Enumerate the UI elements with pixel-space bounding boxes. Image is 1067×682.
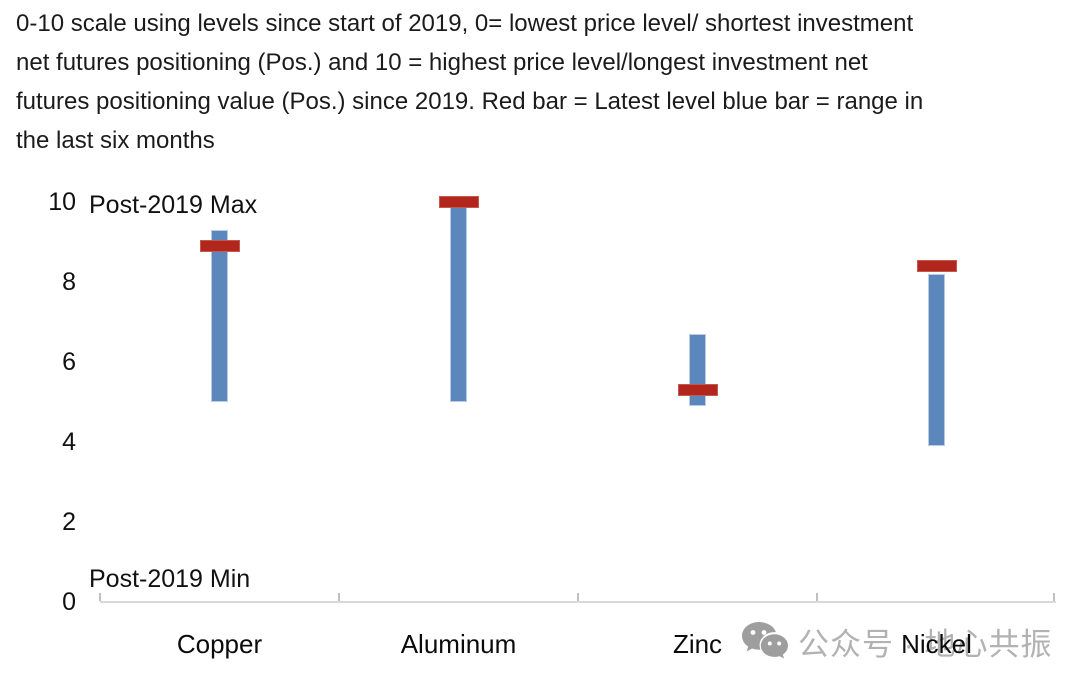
range-bar-aluminum	[450, 206, 467, 402]
x-axis-boundary-tick	[99, 593, 101, 601]
y-axis-tick-label: 8	[62, 268, 76, 296]
chart-title-line-1: 0-10 scale using levels since start of 2…	[16, 10, 914, 37]
x-axis-label-nickel: Nickel	[901, 629, 972, 659]
chart-title: 0-10 scale using levels since start of 2…	[16, 4, 1060, 160]
x-axis-label-aluminum: Aluminum	[400, 629, 517, 659]
y-axis-tick-label: 0	[62, 588, 76, 616]
x-axis-boundary-tick	[338, 593, 340, 601]
annotation-post-2019-max: Post-2019 Max	[89, 191, 258, 219]
chart-title-line-2: net futures positioning (Pos.) and 10 = …	[16, 49, 868, 76]
y-axis-tick-label: 2	[62, 508, 76, 536]
y-axis-tick-label: 6	[62, 348, 76, 376]
x-axis-boundary-tick	[577, 593, 579, 601]
x-axis-label-zinc: Zinc	[672, 629, 723, 659]
latest-marker-copper	[199, 240, 240, 252]
range-bar-copper	[211, 230, 228, 402]
latest-marker-aluminum	[438, 196, 479, 208]
wechat-icon	[742, 622, 788, 659]
annotation-post-2019-min: Post-2019 Min	[89, 565, 251, 593]
x-axis-line	[100, 601, 1056, 603]
latest-marker-nickel	[916, 260, 957, 272]
x-axis-label-copper: Copper	[176, 629, 263, 659]
y-axis-tick-label: 10	[48, 188, 76, 216]
x-axis-boundary-tick	[1053, 593, 1055, 601]
latest-marker-zinc	[677, 384, 718, 396]
x-axis-boundary-tick	[816, 593, 818, 601]
watermark: 公众号 · 地心共振	[740, 616, 1053, 666]
chart-title-line-4: the last six months	[16, 127, 215, 154]
y-axis-tick-label: 4	[62, 428, 76, 456]
range-bar-nickel	[928, 274, 945, 446]
watermark-text: 公众号 · 地心共振	[798, 626, 1053, 662]
chart-title-line-3: futures positioning value (Pos.) since 2…	[16, 88, 924, 115]
